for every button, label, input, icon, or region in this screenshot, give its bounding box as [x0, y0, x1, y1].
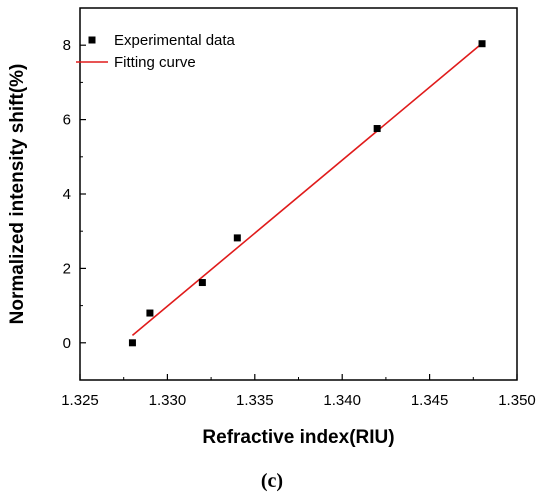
data-point — [478, 40, 486, 48]
data-point — [233, 234, 241, 242]
figure-caption: (c) — [261, 470, 283, 492]
fitting-curve-line — [131, 42, 483, 336]
x-tick-label: 1.340 — [323, 392, 361, 409]
x-tick-label: 1.350 — [498, 392, 536, 409]
x-tick-label: 1.325 — [61, 392, 99, 409]
data-point — [198, 279, 206, 287]
y-tick-label: 6 — [63, 112, 71, 129]
x-tick-label: 1.345 — [411, 392, 449, 409]
y-tick-label: 8 — [63, 37, 71, 54]
legend-marker-square — [88, 36, 96, 44]
data-point — [128, 339, 136, 347]
x-axis-title: Refractive index(RIU) — [202, 427, 394, 448]
legend-label: Fitting curve — [114, 54, 196, 71]
y-tick-label: 0 — [63, 335, 71, 352]
series-layer — [128, 40, 486, 347]
data-point — [146, 309, 154, 317]
y-tick-label: 2 — [63, 260, 71, 277]
y-axis-title: Normalized intensity shift(%) — [7, 64, 28, 325]
x-tick-label: 1.330 — [149, 392, 187, 409]
x-tick-label: 1.335 — [236, 392, 274, 409]
legend-label: Experimental data — [114, 32, 236, 49]
x-axis-ticks: 1.325 1.330 1.335 1.340 1.345 1.350 — [61, 374, 536, 409]
y-axis-ticks: 0 2 4 6 8 — [63, 7, 86, 381]
data-point — [373, 125, 381, 133]
y-tick-label: 4 — [63, 186, 71, 203]
legend: Experimental data Fitting curve — [76, 32, 236, 71]
